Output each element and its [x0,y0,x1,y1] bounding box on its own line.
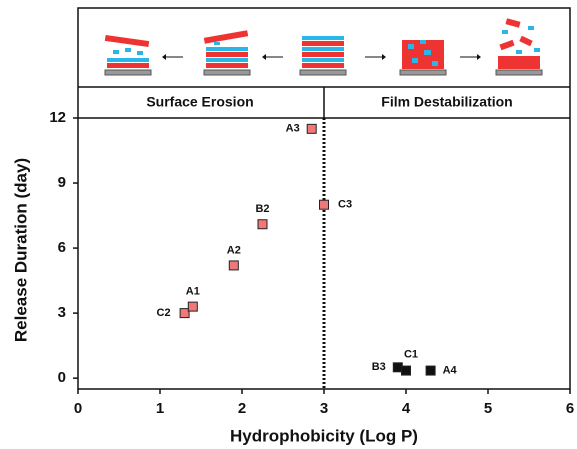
x-tick-label: 6 [566,400,574,417]
y-tick-label: 12 [49,109,66,126]
point-label: A4 [443,364,458,376]
x-tick-label: 4 [402,400,411,417]
schematic [104,18,543,76]
point-label: C1 [404,348,418,360]
x-axis-title: Hydrophobicity (Log P) [230,426,418,445]
data-point [179,308,190,319]
point-label: B3 [372,361,386,373]
point-label: C2 [157,307,171,319]
data-point [306,123,317,134]
data-point [257,219,268,230]
x-tick-label: 3 [320,400,328,417]
x-tick-label: 0 [74,400,82,417]
point-label: A2 [227,244,241,256]
point-label: C3 [338,199,352,211]
point-label: A3 [286,123,300,135]
x-tick-label: 2 [238,400,246,417]
y-tick-label: 3 [58,304,66,321]
y-tick-label: 0 [58,369,66,386]
data-point [392,362,403,373]
region-label: Film Destabilization [381,94,512,110]
point-label: B2 [255,203,269,215]
y-tick-label: 9 [58,174,66,191]
data-point [228,260,239,271]
data-point [425,365,436,376]
x-tick-label: 5 [484,400,492,417]
y-axis-title: Release Duration (day) [11,158,30,342]
x-tick-label: 1 [156,400,164,417]
data-point [319,199,329,210]
y-tick-label: 6 [58,239,66,256]
data-point [187,301,198,312]
data-point [401,365,411,376]
region-label: Surface Erosion [146,94,253,110]
point-label: A1 [186,286,200,298]
